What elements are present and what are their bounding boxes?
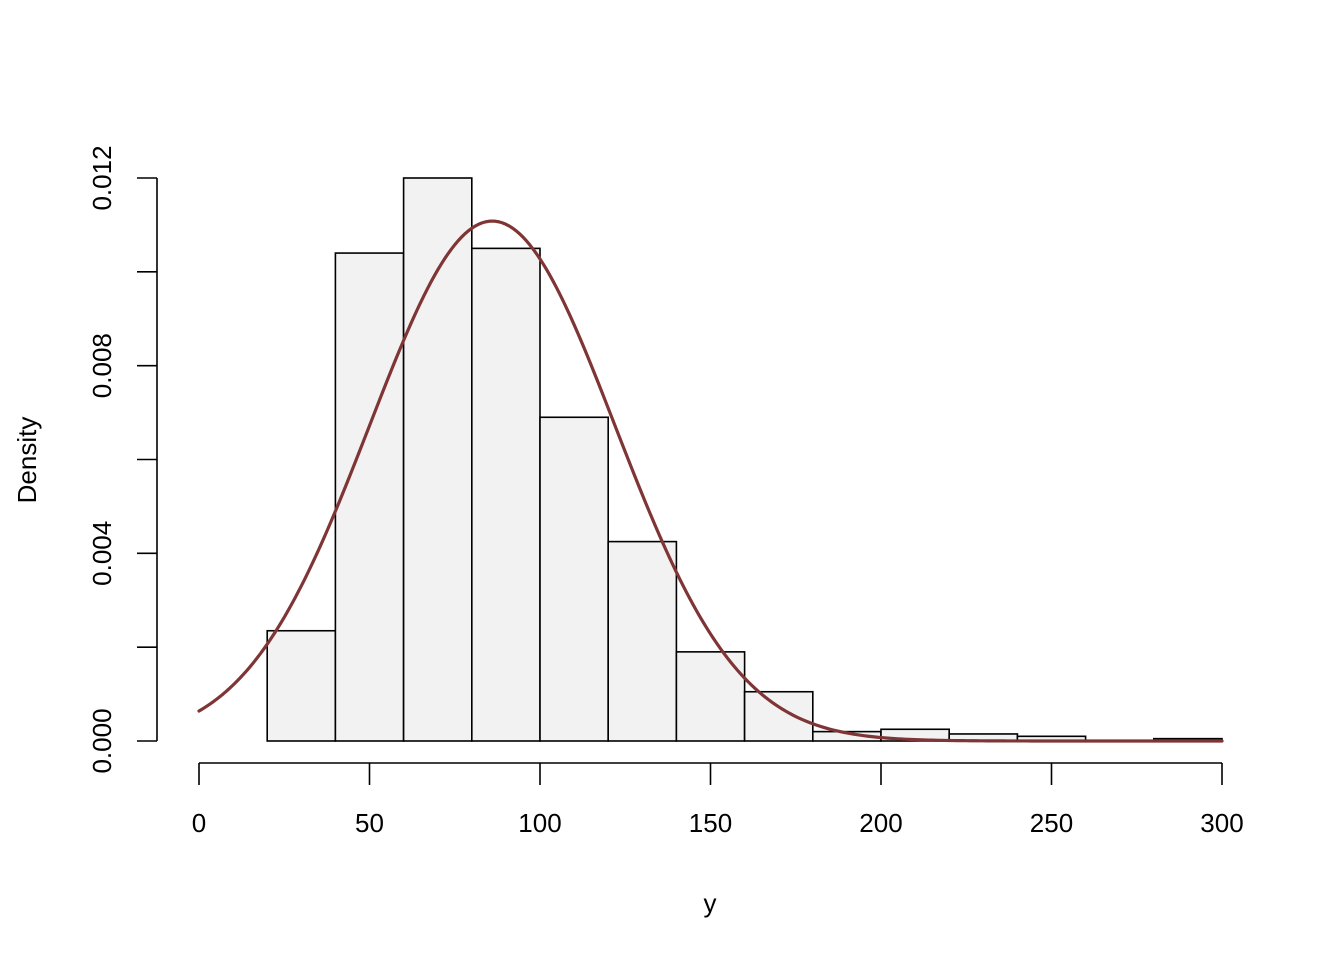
y-axis: 0.000 0.004 0.008 0.012 bbox=[87, 145, 158, 774]
histogram-bars bbox=[266, 177, 1223, 742]
histogram-bar-20-40 bbox=[266, 629, 337, 742]
y-tick-label-6: 0.012 bbox=[87, 145, 117, 210]
histogram-bar-120-140 bbox=[607, 540, 678, 742]
histogram-bar-160-180 bbox=[743, 690, 814, 742]
x-axis: 0 50 100 150 200 250 300 bbox=[192, 762, 1244, 838]
x-tick-label-300: 300 bbox=[1200, 808, 1243, 838]
x-tick-label-200: 200 bbox=[859, 808, 902, 838]
y-tick-label-2: 0.004 bbox=[87, 521, 117, 586]
x-axis-title: y bbox=[704, 888, 717, 918]
histogram-bar-40-60 bbox=[334, 252, 405, 742]
x-tick-label-250: 250 bbox=[1030, 808, 1073, 838]
y-tick-label-0: 0.000 bbox=[87, 708, 117, 773]
y-tick-label-4: 0.008 bbox=[87, 333, 117, 398]
x-tick-label-150: 150 bbox=[689, 808, 732, 838]
y-axis-title: Density bbox=[12, 417, 42, 504]
x-tick-label-0: 0 bbox=[192, 808, 206, 838]
histogram-bar-80-100 bbox=[470, 247, 541, 742]
histogram-bar-60-80 bbox=[402, 177, 473, 742]
x-tick-label-50: 50 bbox=[355, 808, 384, 838]
density-curve bbox=[197, 219, 1224, 743]
histogram-bar-100-120 bbox=[539, 416, 609, 742]
x-tick-label-100: 100 bbox=[518, 808, 561, 838]
